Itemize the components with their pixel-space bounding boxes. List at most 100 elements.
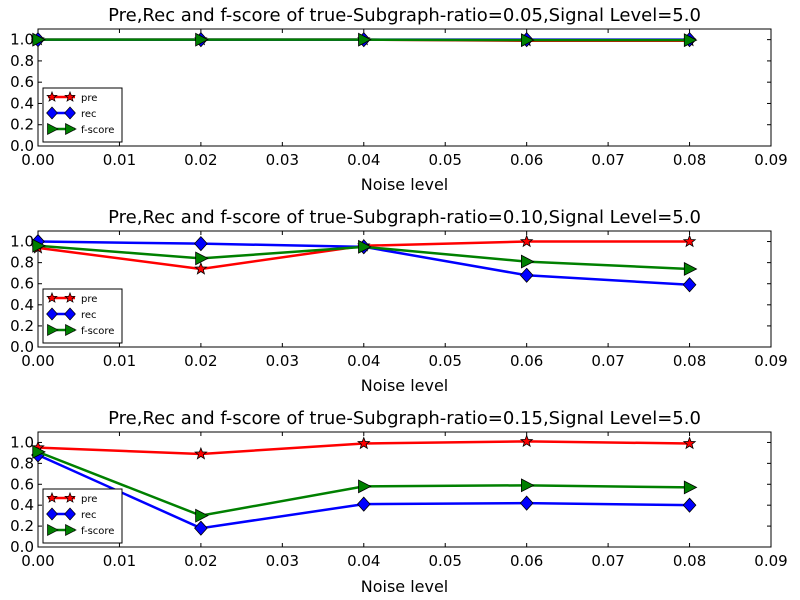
series-f-score [32, 238, 698, 276]
legend-label-f-score: f-score [81, 125, 114, 136]
chart-title: Pre,Rec and f-score of true-Subgraph-rat… [108, 5, 701, 26]
legend-marker-pre [64, 291, 76, 303]
data-point-f-score [521, 254, 535, 269]
x-tick-label: 0.01 [103, 552, 136, 570]
x-tick-label: 0.09 [754, 151, 787, 169]
subplot-1: Pre,Rec and f-score of true-Subgraph-rat… [10, 5, 788, 194]
legend-marker-f-score [47, 123, 59, 135]
x-tick-label: 0.01 [103, 352, 136, 370]
axes-frame [37, 230, 772, 348]
x-tick-label: 0.02 [184, 151, 217, 169]
legend-marker-rec [46, 507, 58, 521]
y-tick-label: 0.4 [10, 94, 34, 112]
x-tick-label: 0.06 [510, 552, 543, 570]
data-point-f-score [358, 479, 372, 494]
legend-marker-pre [46, 491, 58, 503]
series-line-rec [37, 453, 690, 530]
x-tick-label: 0.05 [429, 151, 462, 169]
y-tick-label: 0.0 [10, 137, 34, 155]
x-tick-label: 0.06 [510, 352, 543, 370]
data-point-pre [519, 434, 534, 448]
data-point-f-score [358, 239, 372, 254]
x-tick-label: 0.07 [591, 552, 624, 570]
legend-marker-rec [46, 106, 58, 120]
legend-label-pre: pre [81, 93, 97, 104]
x-tick-label: 0.04 [347, 552, 380, 570]
subplot-3: Pre,Rec and f-score of true-Subgraph-rat… [10, 408, 788, 596]
y-tick-label: 0.4 [10, 296, 34, 314]
axes-frame [37, 431, 772, 548]
data-point-pre [194, 261, 208, 275]
data-point-rec [194, 520, 208, 536]
chart-title: Pre,Rec and f-score of true-Subgraph-rat… [108, 408, 701, 429]
legend-marker-rec [64, 507, 76, 521]
y-tick-label: 0.4 [10, 496, 34, 514]
data-point-f-score [32, 444, 46, 459]
data-point-f-score [195, 32, 209, 47]
legend-label-rec: rec [81, 310, 97, 321]
y-tick-label: 0.8 [10, 52, 34, 70]
legend-marker-pre [64, 491, 76, 503]
x-axis-label: Noise level [361, 577, 449, 596]
x-tick-label: 0.05 [429, 552, 462, 570]
x-tick-label: 0.00 [21, 151, 54, 169]
x-tick-label: 0.03 [266, 352, 299, 370]
y-tick-label: 1.0 [10, 233, 34, 251]
x-tick-label: 0.04 [347, 151, 380, 169]
y-tick-label: 0.6 [10, 73, 34, 91]
legend: pre rec f-score [42, 288, 123, 344]
legend: pre rec f-score [42, 488, 123, 544]
data-point-pre [194, 446, 208, 460]
y-tick-label: 0.6 [10, 475, 34, 493]
legend-marker-rec [64, 307, 76, 321]
data-point-f-score [195, 251, 209, 266]
legend-label-rec: rec [81, 109, 97, 120]
series-f-score [32, 32, 698, 48]
data-point-pre [682, 436, 697, 450]
data-point-rec [194, 236, 208, 252]
y-tick-label: 1.0 [10, 31, 34, 49]
legend-marker-pre [46, 291, 58, 303]
legend-label-f-score: f-score [81, 526, 114, 537]
x-tick-label: 0.00 [21, 352, 54, 370]
x-tick-label: 0.01 [103, 151, 136, 169]
x-tick-label: 0.07 [591, 352, 624, 370]
x-tick-label: 0.09 [754, 352, 787, 370]
legend-marker-pre [46, 90, 58, 102]
legend-marker-f-score [65, 123, 77, 135]
legend-marker-f-score [65, 524, 77, 536]
series-f-score [32, 444, 698, 523]
y-tick-label: 0.0 [10, 538, 34, 556]
data-point-f-score [683, 480, 698, 495]
y-tick-label: 0.8 [10, 254, 34, 272]
legend-label-rec: rec [81, 510, 97, 521]
data-point-f-score [32, 238, 46, 253]
x-tick-label: 0.09 [754, 552, 787, 570]
legend-marker-f-score [47, 524, 59, 536]
data-point-rec [682, 277, 697, 293]
x-tick-label: 0.02 [184, 352, 217, 370]
data-point-f-score [195, 508, 209, 523]
y-tick-label: 0.8 [10, 454, 34, 472]
y-tick-label: 0.6 [10, 275, 34, 293]
x-tick-label: 0.02 [184, 552, 217, 570]
x-tick-label: 0.08 [673, 151, 706, 169]
x-tick-label: 0.04 [347, 352, 380, 370]
legend: pre rec f-score [42, 87, 123, 143]
legend-marker-rec [64, 106, 76, 120]
y-tick-label: 0.2 [10, 116, 34, 134]
x-tick-label: 0.03 [266, 151, 299, 169]
data-point-f-score [358, 32, 372, 47]
x-tick-label: 0.06 [510, 151, 543, 169]
legend-label-pre: pre [81, 494, 97, 505]
y-tick-label: 0.2 [10, 517, 34, 535]
data-point-rec [519, 495, 534, 511]
x-tick-label: 0.07 [591, 151, 624, 169]
y-tick-label: 0.0 [10, 338, 34, 356]
data-point-pre [357, 436, 371, 450]
subplot-2: Pre,Rec and f-score of true-Subgraph-rat… [10, 207, 788, 395]
data-point-f-score [683, 33, 698, 48]
legend-marker-f-score [47, 324, 59, 336]
x-axis-label: Noise level [361, 175, 449, 194]
